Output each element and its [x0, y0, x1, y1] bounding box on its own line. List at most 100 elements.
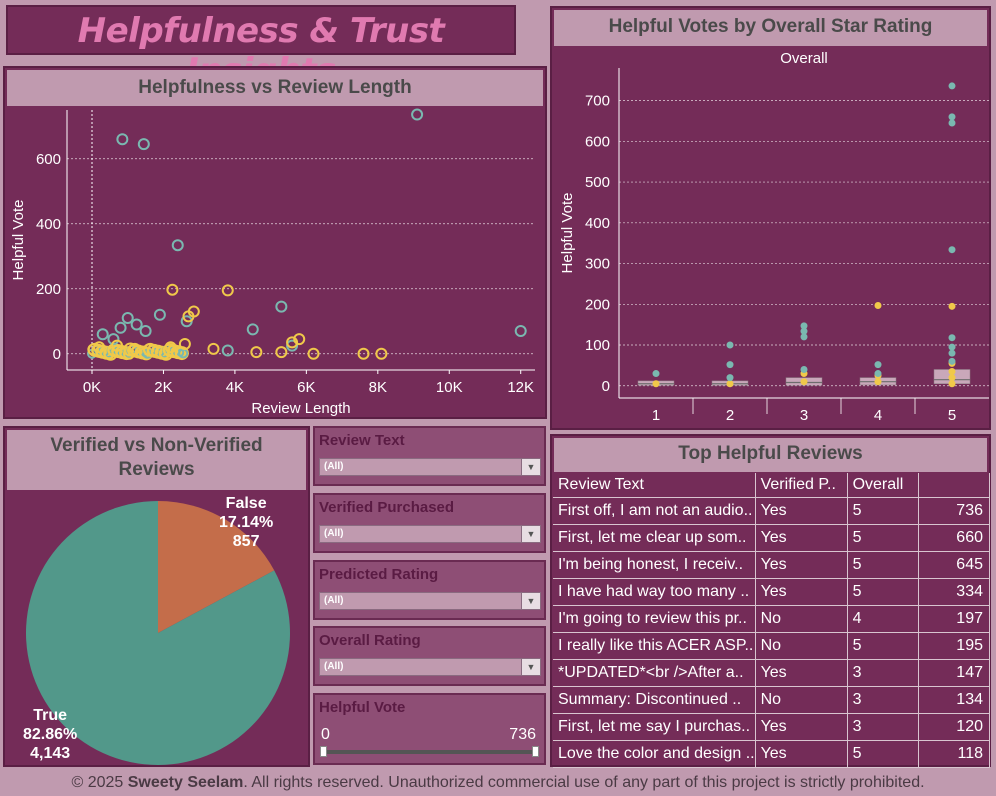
slider-handle-max[interactable] [532, 746, 539, 757]
review-text-cell: Love the color and design .. [553, 740, 756, 768]
y-tick-label: 400 [585, 215, 610, 232]
y-tick-label: 0 [602, 378, 610, 395]
y-axis-title: Helpful Vote [559, 193, 576, 274]
y-tick-label: 600 [585, 133, 610, 150]
y-tick-label: 400 [36, 216, 61, 233]
outlier-point [948, 246, 956, 254]
table-row[interactable]: I'm going to review this pr.. No 4 197 [553, 605, 991, 633]
table-row[interactable]: Summary: Discontinued .. No 3 134 [553, 686, 991, 714]
review-text-dropdown[interactable]: (All) ▼ [319, 458, 541, 476]
outlier-point [948, 380, 956, 388]
slider-min-value: 0 [321, 726, 330, 743]
scatter-point [111, 339, 124, 352]
table-row[interactable]: First, let me say I purchas.. Yes 3 120 [553, 713, 991, 741]
chevron-down-icon[interactable]: ▼ [521, 659, 540, 675]
overall-cell: 5 [847, 524, 919, 552]
overall-rating-dropdown[interactable]: (All) ▼ [319, 658, 541, 676]
outlier-point [652, 380, 660, 388]
helpful-vote-cell: 195 [918, 632, 991, 660]
pie-header-line1: Verified vs Non-Verified [50, 435, 263, 456]
table-row[interactable]: I'm being honest, I receiv.. Yes 5 645 [553, 551, 991, 579]
y-tick-label: 100 [585, 337, 610, 354]
outlier-point [948, 357, 956, 365]
scatter-panel: Helpfulness vs Review Length 0 200 400 600 0… [3, 66, 547, 419]
column-header-helpful-vote[interactable] [918, 473, 991, 498]
chevron-down-icon[interactable]: ▼ [521, 593, 540, 609]
boxplot-chart: Overall 0 100 200 300 400 500 600 700 Helpful Vot… [559, 50, 989, 424]
slider-max-value: 736 [509, 726, 536, 743]
slider-handle-min[interactable] [320, 746, 327, 757]
overall-cell: 4 [847, 605, 919, 633]
helpful-vote-cell: 197 [918, 605, 991, 633]
outlier-point [948, 302, 956, 310]
x-tick-label: 4K [226, 379, 244, 396]
dropdown-value: (All) [324, 661, 344, 672]
verified-purchased-dropdown[interactable]: (All) ▼ [319, 525, 541, 543]
y-tick-label: 200 [36, 281, 61, 298]
x-axis-title: Review Length [251, 400, 350, 417]
scatter-point [96, 328, 109, 341]
table-row[interactable]: First off, I am not an audio.. Yes 5 736 [553, 497, 991, 525]
overall-cell: 5 [847, 632, 919, 660]
table-header: Top Helpful Reviews [552, 436, 989, 474]
chevron-down-icon[interactable]: ▼ [521, 459, 540, 475]
scatter-point [178, 338, 191, 350]
column-header-review-text[interactable]: Review Text [553, 473, 756, 498]
scatter-point [153, 308, 166, 321]
verified-cell: Yes [755, 524, 848, 552]
helpful-vote-cell: 660 [918, 524, 991, 552]
scatter-point [166, 283, 179, 296]
scatter-point [137, 138, 150, 151]
verified-cell: Yes [755, 740, 848, 768]
x-tick-label: 2 [726, 407, 734, 424]
table-row[interactable]: I have had way too many .. Yes 5 334 [553, 578, 991, 606]
scatter-point [286, 336, 299, 349]
scatter-point [146, 344, 159, 357]
y-tick-label: 700 [585, 93, 610, 110]
scatter-chart: 0 200 400 600 0K 2K 4K 6K 8K 10K 12K Review Length H… [10, 108, 535, 417]
y-tick-label: 300 [585, 256, 610, 273]
overall-cell: 5 [847, 551, 919, 579]
table-row[interactable]: *UPDATED*<br />After a.. Yes 3 147 [553, 659, 991, 687]
outlier-point [874, 302, 882, 310]
dropdown-value: (All) [324, 528, 344, 539]
outlier-point [948, 343, 956, 351]
x-tick-label: 0K [83, 379, 101, 396]
pie-panel: Verified vs Non-Verified Reviews False 1… [3, 426, 310, 767]
y-axis-title: Helpful Vote [10, 200, 27, 281]
overall-cell: 3 [847, 686, 919, 714]
review-text-cell: I'm being honest, I receiv.. [553, 551, 756, 579]
table-row[interactable]: I really like this ACER ASP.. No 5 195 [553, 632, 991, 660]
scatter-point [221, 284, 234, 297]
table-row[interactable]: Love the color and design .. Yes 5 118 [553, 740, 991, 768]
x-tick-label: 10K [436, 379, 463, 396]
outlier-point [800, 333, 808, 341]
review-text-cell: Summary: Discontinued .. [553, 686, 756, 714]
verified-cell: No [755, 605, 848, 633]
predicted-rating-dropdown[interactable]: (All) ▼ [319, 592, 541, 610]
helpful-vote-cell: 736 [918, 497, 991, 525]
verified-cell: Yes [755, 551, 848, 579]
review-text-cell: First off, I am not an audio.. [553, 497, 756, 525]
pie-true-name: True [33, 707, 68, 724]
x-tick-label: 8K [369, 379, 387, 396]
column-header-overall[interactable]: Overall [847, 473, 919, 498]
filter-verified-purchased: Verified Purchased (All) ▼ [313, 493, 546, 553]
pie-false-pct: 17.14% [219, 514, 274, 531]
column-header-verified[interactable]: Verified P.. [755, 473, 848, 498]
outlier-point [800, 365, 808, 373]
footer-prefix: © 2025 [71, 774, 128, 791]
outlier-point [726, 380, 734, 388]
review-text-cell: First, let me say I purchas.. [553, 713, 756, 741]
helpful-vote-cell: 645 [918, 551, 991, 579]
scatter-point [375, 347, 388, 360]
chevron-down-icon[interactable]: ▼ [521, 526, 540, 542]
helpful-vote-cell: 147 [918, 659, 991, 687]
boxplot-panel: Helpful Votes by Overall Star Rating Ove… [550, 6, 991, 430]
filter-label: Review Text [319, 432, 405, 449]
table-row[interactable]: First, let me clear up som.. Yes 5 660 [553, 524, 991, 552]
filter-helpful-vote: Helpful Vote 0 736 [313, 693, 546, 765]
x-tick-label: 3 [800, 407, 808, 424]
verified-cell: Yes [755, 659, 848, 687]
x-group-title: Overall [780, 50, 828, 67]
